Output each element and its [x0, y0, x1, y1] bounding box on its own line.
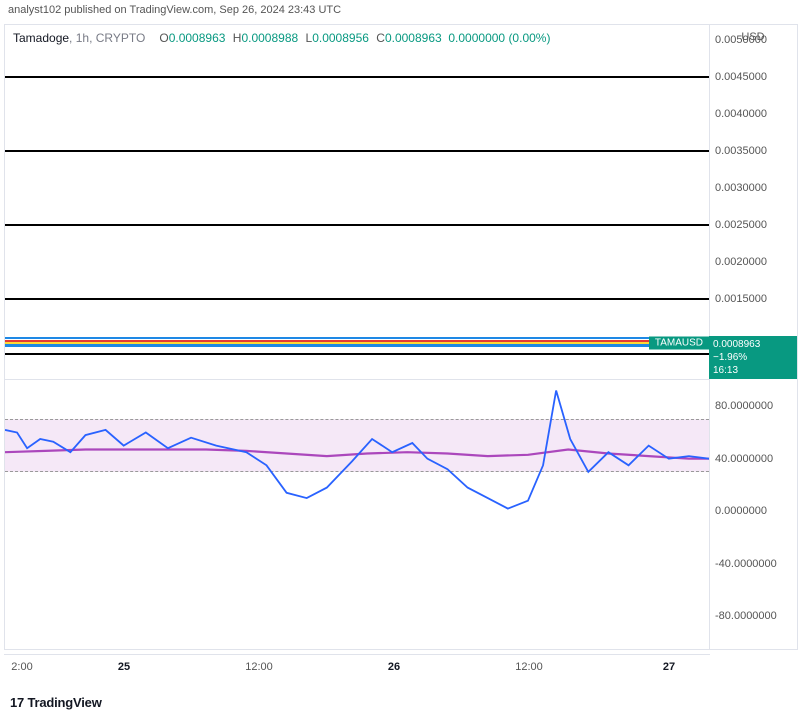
- price-pane[interactable]: Tamadoge, 1h, CRYPTO O0.0008963 H0.00089…: [5, 25, 709, 380]
- x-tick-label: 2:00: [11, 661, 32, 673]
- x-tick-label: 26: [388, 661, 400, 673]
- price-line: [5, 344, 709, 346]
- resistance-line: [5, 224, 709, 226]
- y-axis-price: USD 0.00500000.00450000.00400000.0035000…: [709, 25, 797, 380]
- y-tick-label: 0.0020000: [715, 256, 767, 268]
- publish-header: analyst102 published on TradingView.com,…: [0, 0, 802, 22]
- y-tick-label: 0.0040000: [715, 108, 767, 120]
- legend-exchange: CRYPTO: [96, 31, 146, 45]
- ohlc-change: 0.0000000: [448, 31, 505, 45]
- y-axis[interactable]: USD 0.00500000.00450000.00400000.0035000…: [709, 25, 797, 649]
- chart-container: Tamadoge, 1h, CRYPTO O0.0008963 H0.00089…: [4, 24, 798, 650]
- x-tick-label: 12:00: [245, 661, 273, 673]
- y-tick-label: 0.0030000: [715, 182, 767, 194]
- y-tick-label: 0.0035000: [715, 145, 767, 157]
- resistance-line: [5, 298, 709, 300]
- oscillator-pane[interactable]: [5, 380, 709, 649]
- ohlc-high: 0.0008988: [241, 31, 298, 45]
- y-tick-label: 0.0050000: [715, 34, 767, 46]
- last-price-tag: 0.0008963−1.96%16:13: [709, 336, 797, 379]
- y-tick-label: 80.0000000: [715, 400, 773, 412]
- x-tick-label: 25: [118, 661, 130, 673]
- y-tick-label: 40.0000000: [715, 453, 773, 465]
- tradingview-logo: 17 TradingView: [10, 695, 102, 710]
- symbol-tag: TAMAUSD: [649, 337, 709, 350]
- resistance-line: [5, 353, 709, 355]
- y-tick-label: 0.0000000: [715, 505, 767, 517]
- y-tick-label: 0.0015000: [715, 293, 767, 305]
- y-tick-label: -80.0000000: [715, 610, 777, 622]
- resistance-line: [5, 76, 709, 78]
- chart-legend: Tamadoge, 1h, CRYPTO O0.0008963 H0.00089…: [13, 31, 550, 45]
- x-tick-label: 12:00: [515, 661, 543, 673]
- y-axis-oscillator: 80.0000000 40.0000000 0.0000000 -40.0000000…: [709, 380, 797, 649]
- y-tick-label: -40.0000000: [715, 558, 777, 570]
- x-tick-label: 27: [663, 661, 675, 673]
- ohlc-open: 0.0008963: [169, 31, 226, 45]
- resistance-line: [5, 150, 709, 152]
- x-axis[interactable]: 2:00 25 12:00 26 12:00 27: [4, 654, 710, 682]
- legend-interval: 1h: [76, 31, 89, 45]
- ohlc-close: 0.0008963: [385, 31, 442, 45]
- rsi-svg: [5, 380, 709, 649]
- y-tick-label: 0.0045000: [715, 71, 767, 83]
- y-tick-label: 0.0025000: [715, 219, 767, 231]
- legend-symbol: Tamadoge: [13, 31, 69, 45]
- ohlc-low: 0.0008956: [312, 31, 369, 45]
- ohlc-change-pct: (0.00%): [508, 31, 550, 45]
